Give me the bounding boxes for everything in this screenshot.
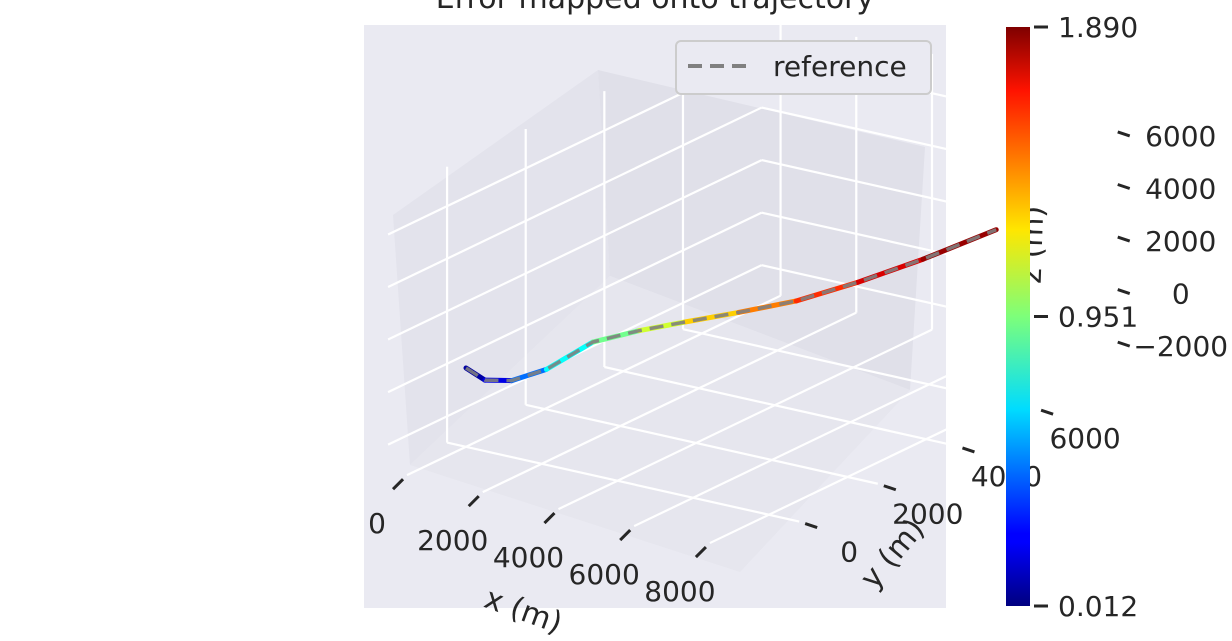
y-tick-label: 6000: [1049, 422, 1120, 455]
z-tick-label: 0: [1172, 278, 1190, 311]
z-tick: [1118, 342, 1130, 346]
z-tick-label: 2000: [1145, 225, 1216, 258]
z-tick-label: 4000: [1145, 173, 1216, 206]
chart-title: Error mapped onto trajectory: [436, 0, 874, 16]
x-tick-label: 8000: [644, 575, 715, 608]
x-tick-label: 6000: [569, 558, 640, 591]
colorbar-tick-label: 0.012: [1058, 590, 1138, 623]
x-tick-label: 2000: [417, 524, 488, 557]
x-tick-label: 4000: [493, 541, 564, 574]
colorbar-tick-label: 0.951: [1058, 301, 1138, 334]
z-tick-label: 6000: [1145, 120, 1216, 153]
z-tick-label: −2000: [1133, 330, 1228, 363]
y-tick-label: 0: [840, 536, 858, 569]
z-tick: [1118, 132, 1130, 136]
z-tick: [1118, 185, 1130, 189]
colorbar-tick-label: 1.890: [1058, 11, 1138, 44]
x-tick-label: 0: [368, 507, 386, 540]
z-tick: [1118, 290, 1130, 294]
colorbar-gradient: [1006, 27, 1030, 606]
colorbar: 0.012 0.951 1.890: [1006, 11, 1138, 623]
colorbar-ticks: 0.012 0.951 1.890: [1034, 11, 1138, 623]
y-tick: [962, 448, 974, 452]
y-tick: [1041, 410, 1053, 414]
legend: reference: [676, 41, 931, 94]
z-tick: [1118, 237, 1130, 241]
legend-entry-reference: reference: [773, 50, 907, 83]
